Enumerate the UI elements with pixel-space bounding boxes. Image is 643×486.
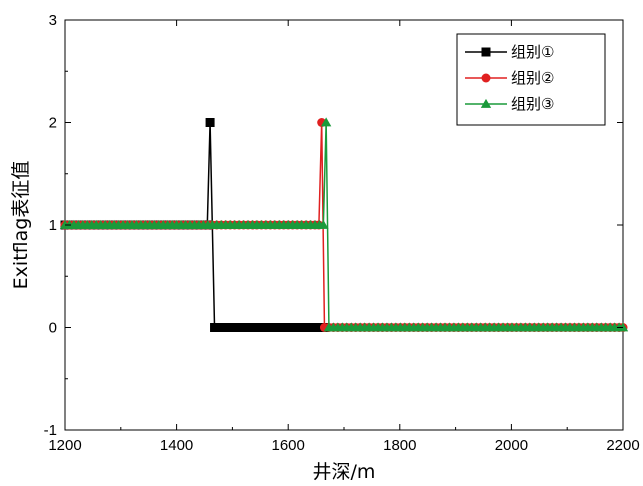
square-marker (205, 118, 215, 127)
x-tick-label: 2000 (495, 437, 528, 454)
legend-label-2: 组别② (511, 69, 554, 87)
legend: 组别① 组别② 组别③ (456, 33, 606, 126)
y-tick-label: 2 (49, 115, 57, 132)
plot-layer (59, 19, 629, 431)
y-tick-label: -1 (44, 422, 57, 439)
y-tick-label: 0 (49, 320, 57, 337)
ticks-layer: 1200 1400 1600 1800 2000 2200 -1 0 1 2 3 (44, 12, 640, 454)
x-tick-label: 2200 (606, 437, 639, 454)
x-tick-label: 1600 (272, 437, 305, 454)
legend-label-3: 组别③ (511, 95, 554, 113)
triangle-marker (318, 219, 329, 229)
x-tick-label: 1800 (383, 437, 416, 454)
series-3 (59, 117, 629, 332)
circle-marker (481, 73, 491, 83)
x-axis-title: 井深/m (313, 461, 376, 483)
x-tick-label: 1200 (48, 437, 81, 454)
x-tick-label: 1400 (160, 437, 193, 454)
y-axis-title: Exitflag表征值 (10, 161, 32, 290)
y-tick-label: 3 (49, 12, 57, 29)
square-marker (481, 47, 491, 57)
legend-items: 组别① 组别② 组别③ (465, 43, 554, 113)
triangle-marker (617, 322, 629, 332)
legend-label-1: 组别① (511, 43, 554, 61)
y-tick-label: 1 (49, 217, 57, 234)
triangle-marker (480, 98, 492, 108)
triangle-marker (320, 117, 332, 127)
